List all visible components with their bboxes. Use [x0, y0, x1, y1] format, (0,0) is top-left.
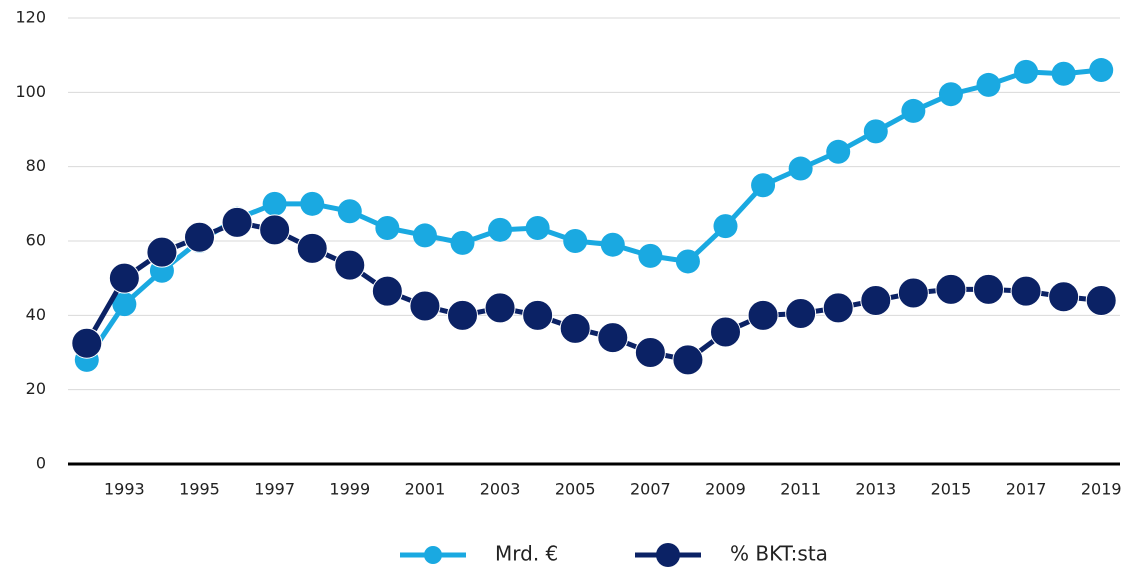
data-point	[675, 249, 700, 274]
data-point	[1048, 281, 1080, 313]
data-point	[563, 229, 588, 253]
y-tick-label: 40	[26, 305, 46, 324]
data-point	[973, 273, 1004, 305]
data-point	[488, 217, 513, 242]
data-point	[522, 299, 554, 331]
data-point	[788, 156, 813, 181]
data-point	[447, 299, 478, 331]
data-point	[1010, 275, 1042, 307]
data-point	[337, 199, 362, 224]
data-point	[822, 292, 854, 324]
series-line	[84, 219, 1102, 363]
data-point	[901, 98, 926, 123]
data-point	[221, 206, 253, 238]
data-point	[860, 284, 892, 316]
x-tick-label: 2013	[855, 480, 896, 499]
data-point	[785, 297, 817, 329]
data-point	[751, 173, 776, 198]
x-tick-label: 2009	[705, 480, 746, 499]
legend-label: Mrd. €	[495, 542, 558, 566]
y-tick-label: 100	[15, 82, 46, 101]
data-point	[1051, 61, 1076, 86]
data-point	[826, 139, 851, 164]
series-line	[84, 67, 1102, 362]
x-tick-label: 2005	[555, 480, 596, 499]
data-point	[638, 243, 663, 268]
data-point	[710, 316, 741, 348]
data-point	[713, 214, 738, 239]
y-tick-label: 20	[26, 379, 46, 398]
data-point	[1089, 58, 1114, 83]
y-tick-label: 0	[36, 454, 46, 473]
x-tick-label: 2007	[630, 480, 671, 499]
x-tick-label: 2019	[1081, 480, 1122, 499]
data-point	[184, 221, 215, 253]
data-point	[262, 191, 287, 216]
data-point	[747, 299, 779, 331]
data-point	[146, 236, 178, 268]
data-point	[897, 277, 929, 309]
data-point	[935, 273, 967, 305]
x-tick-label: 2003	[480, 480, 521, 499]
data-point	[938, 82, 963, 107]
data-point	[375, 215, 400, 240]
data-point	[409, 290, 441, 322]
x-tick-label: 1999	[329, 480, 370, 499]
data-point	[334, 249, 366, 281]
y-tick-label: 120	[15, 8, 46, 27]
data-point	[600, 232, 625, 257]
data-point	[484, 292, 516, 324]
data-point	[259, 214, 291, 246]
data-point	[1014, 59, 1039, 84]
data-point	[1085, 284, 1117, 316]
data-point	[108, 262, 140, 294]
y-tick-label: 60	[26, 231, 46, 250]
x-tick-label: 1995	[179, 480, 220, 499]
data-point	[71, 327, 103, 359]
y-tick-label: 80	[26, 156, 46, 175]
data-point	[597, 322, 629, 354]
data-point	[976, 72, 1001, 97]
data-point	[525, 215, 550, 240]
data-point	[863, 119, 888, 144]
data-point	[300, 191, 325, 216]
data-point	[412, 223, 437, 248]
legend-marker	[656, 543, 680, 567]
x-tick-label: 1997	[254, 480, 295, 499]
data-point	[450, 230, 475, 255]
legend-marker	[424, 546, 442, 564]
data-point	[672, 344, 704, 376]
data-point	[112, 292, 137, 317]
x-tick-label: 2001	[405, 480, 446, 499]
data-point	[634, 337, 666, 368]
data-point	[559, 312, 591, 344]
legend-label: % BKT:sta	[730, 542, 828, 566]
data-point	[371, 275, 403, 307]
x-tick-label: 2017	[1006, 480, 1047, 499]
x-tick-label: 1993	[104, 480, 145, 499]
data-point	[296, 232, 328, 264]
x-tick-label: 2011	[780, 480, 821, 499]
x-tick-label: 2015	[931, 480, 972, 499]
